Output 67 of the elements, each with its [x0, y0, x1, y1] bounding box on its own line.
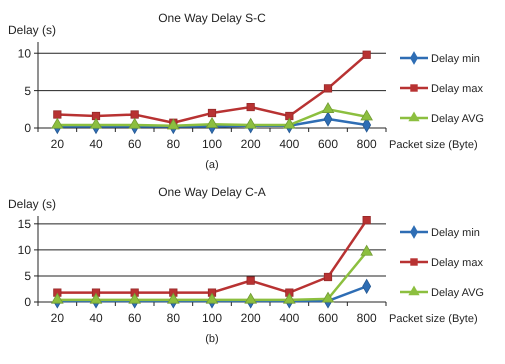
x-tick-label: 200: [240, 311, 261, 325]
x-tick-label: 40: [89, 311, 103, 325]
point: [90, 293, 102, 304]
chart-title: One Way Delay C-A: [158, 185, 266, 199]
y-tick-label: 0: [24, 295, 32, 310]
x-tick-label: 40: [89, 137, 103, 151]
x-tick-label: 200: [240, 137, 261, 151]
point: [128, 118, 141, 129]
legend-label: Delay min: [431, 52, 480, 65]
text: (a): [205, 159, 219, 171]
x-tick-label: 800: [356, 311, 377, 325]
point: [285, 112, 294, 120]
y-tick-label: 10: [18, 46, 32, 60]
legend-label: Delay max: [431, 82, 484, 95]
legend-label: Delay min: [431, 226, 480, 239]
point: [322, 102, 334, 113]
legend-label: Delay max: [431, 256, 484, 269]
point: [92, 112, 100, 120]
chart-title: One Way Delay S-C: [158, 11, 266, 25]
point: [244, 118, 257, 129]
text: (b): [205, 333, 219, 345]
x-axis-title: Packet size (Byte): [389, 139, 478, 151]
point: [246, 276, 255, 285]
x-tick-label: 80: [166, 137, 180, 151]
x-tick-label: 100: [202, 137, 222, 151]
point: [246, 102, 255, 112]
point: [53, 110, 62, 119]
point: [283, 293, 296, 304]
x-tick-label: 400: [279, 311, 300, 325]
point: [324, 84, 332, 92]
point: [244, 293, 257, 304]
x-axis-title: Packet size (Byte): [389, 313, 478, 325]
y-tick-label: 5: [24, 269, 32, 284]
point: [206, 293, 218, 304]
point: [206, 117, 218, 128]
point: [167, 118, 180, 130]
x-tick-label: 400: [279, 137, 300, 151]
x-tick-label: 20: [50, 137, 64, 151]
y-axis-title: Delay (s): [8, 197, 56, 211]
y-axis-title: Delay (s): [8, 23, 56, 37]
point: [128, 293, 141, 304]
x-tick-label: 20: [50, 311, 64, 325]
y-tick-label: 10: [18, 243, 32, 258]
point: [51, 293, 64, 304]
point: [283, 118, 296, 129]
y-tick-label: 5: [24, 84, 32, 98]
point: [322, 292, 334, 303]
point: [90, 118, 102, 129]
x-tick-label: 60: [128, 311, 142, 325]
x-tick-label: 60: [128, 137, 142, 151]
point: [360, 110, 373, 120]
x-tick-label: 600: [318, 311, 338, 325]
legend-label: Delay AVG: [431, 112, 484, 125]
y-tick-label: 0: [24, 121, 32, 136]
point: [51, 118, 64, 129]
x-tick-label: 800: [356, 137, 377, 151]
point: [362, 216, 371, 224]
point: [208, 108, 216, 118]
y-tick-label: 15: [18, 217, 32, 232]
legend-label: Delay AVG: [431, 286, 484, 299]
point: [324, 272, 332, 282]
point: [130, 110, 139, 119]
point: [362, 50, 371, 59]
x-tick-label: 80: [166, 311, 180, 325]
point: [167, 293, 180, 304]
x-tick-label: 100: [202, 311, 222, 325]
x-tick-label: 600: [318, 137, 338, 151]
